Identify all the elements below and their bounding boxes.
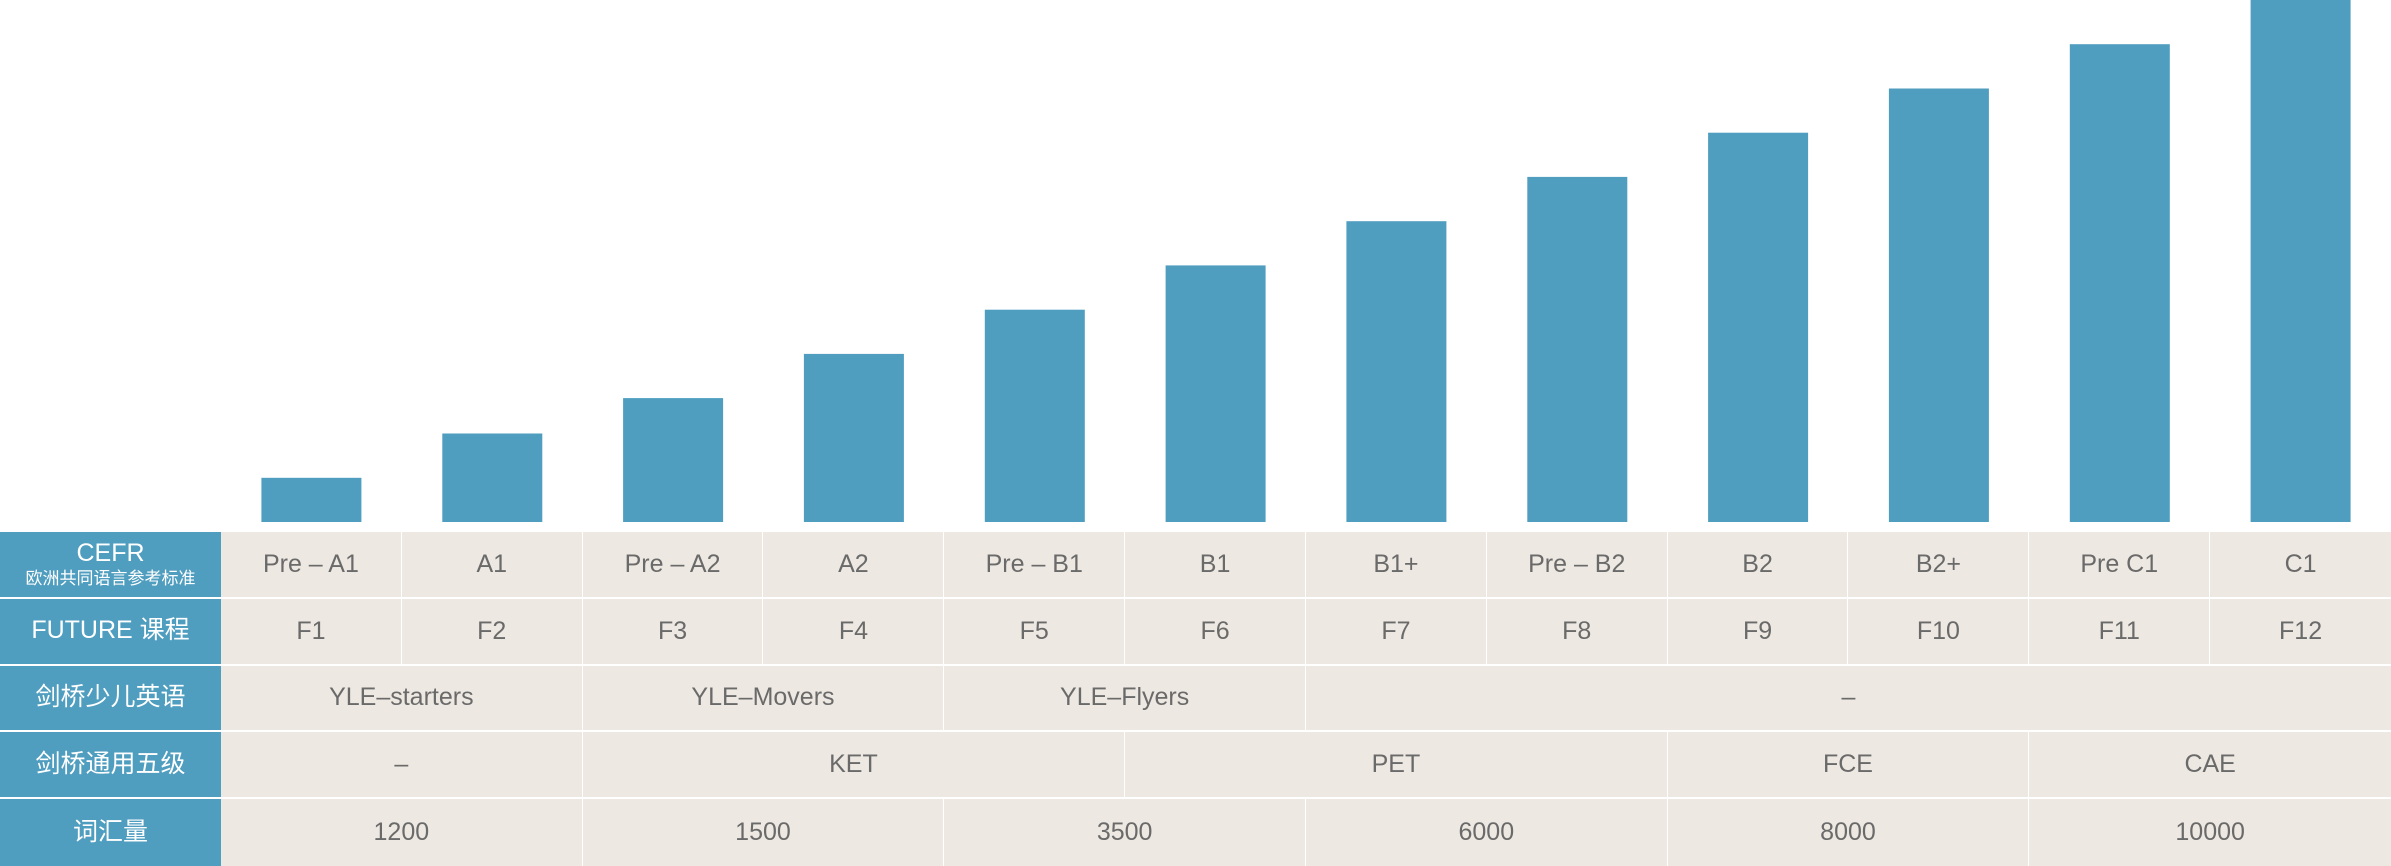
table-cell: F3 (582, 598, 764, 666)
table-cell: KET (582, 732, 1126, 800)
row-header: CEFR 欧洲共同语言参考标准 (0, 532, 221, 599)
table-cell: – (221, 732, 583, 800)
table-cell: B1 (1125, 532, 1306, 599)
row-header-label: 剑桥通用五级 (35, 750, 186, 779)
table-cell: 6000 (1306, 799, 1668, 866)
table-cell: 3500 (944, 799, 1306, 866)
table-cell: YLE–Flyers (944, 665, 1306, 733)
row-header: 剑桥通用五级 (0, 732, 221, 800)
table-cell: 10000 (2175, 818, 2245, 847)
table-cell: F2 (401, 598, 583, 666)
bar-pre-a1 (261, 477, 362, 522)
row-header-label: 词汇量 (72, 817, 148, 846)
table-cell: Pre C1 (2029, 532, 2211, 599)
row-header-label: CEFR (76, 539, 145, 568)
row-header-sublabel: 欧洲共同语言参考标准 (25, 568, 196, 588)
row-header-label: FUTURE 课程 (31, 616, 190, 645)
bar-a2 (803, 353, 904, 522)
table-cell: C1 (2210, 532, 2391, 599)
table-cell: B1+ (1305, 532, 1487, 599)
table-cell: CAE (2029, 732, 2391, 800)
table-cell: A2 (763, 532, 945, 599)
table-cell: F1 (221, 598, 402, 666)
table-cell: YLE–starters (221, 665, 583, 733)
bar-pre-c1 (2069, 44, 2170, 522)
table-cell: B2+ (1848, 532, 2030, 599)
table-cell: F6 (1125, 598, 1306, 666)
bar-b2 (1708, 132, 1809, 522)
table-cell: Pre – A1 (221, 532, 402, 599)
table-cell: F10 (1848, 598, 2030, 666)
table-cell: YLE–Movers (582, 665, 945, 733)
bar-a1 (442, 433, 543, 522)
table-cell: FCE (1667, 732, 2030, 800)
table-cell: Pre – B1 (944, 532, 1126, 599)
table-cell: F7 (1305, 598, 1487, 666)
level-comparison-table: CEFR 欧洲共同语言参考标准 Pre – A1 A1 Pre – A2 A2 Pre – … (0, 532, 2391, 866)
table-cell: F4 (763, 598, 945, 666)
table-cell: A1 (401, 532, 583, 599)
bar-b2plus (1888, 88, 1989, 522)
row-header: FUTURE 课程 (0, 598, 221, 666)
bar-b1plus (1346, 221, 1447, 522)
table-cell: B2 (1667, 532, 1849, 599)
row-header: 词汇量 (0, 799, 221, 866)
bar-pre-a2 (623, 398, 724, 522)
table-cell: F8 (1486, 598, 1668, 666)
bar-c1 (2250, 0, 2351, 522)
bar-chart (261, 0, 2351, 522)
table-cell: PET (1125, 732, 1668, 800)
table-cell: Pre – A2 (582, 532, 764, 599)
table-cell: F12 (2210, 599, 2391, 666)
table-cell: F11 (2029, 598, 2211, 666)
row-header-label: 剑桥少儿英语 (35, 683, 186, 712)
bar-pre-b2 (1527, 176, 1628, 522)
table-cell: – (1305, 666, 2391, 733)
table-cell: 8000 (1668, 799, 2030, 866)
table-cell: F5 (944, 598, 1126, 666)
bar-b1 (1165, 265, 1266, 522)
table-cell: Pre – B2 (1486, 532, 1668, 599)
bar-pre-b1 (984, 309, 1085, 522)
table-cell: F9 (1667, 598, 1849, 666)
table-cell: 1200 (221, 799, 583, 866)
table-cell: 1500 (583, 799, 945, 866)
row-header: 剑桥少儿英语 (0, 665, 221, 733)
